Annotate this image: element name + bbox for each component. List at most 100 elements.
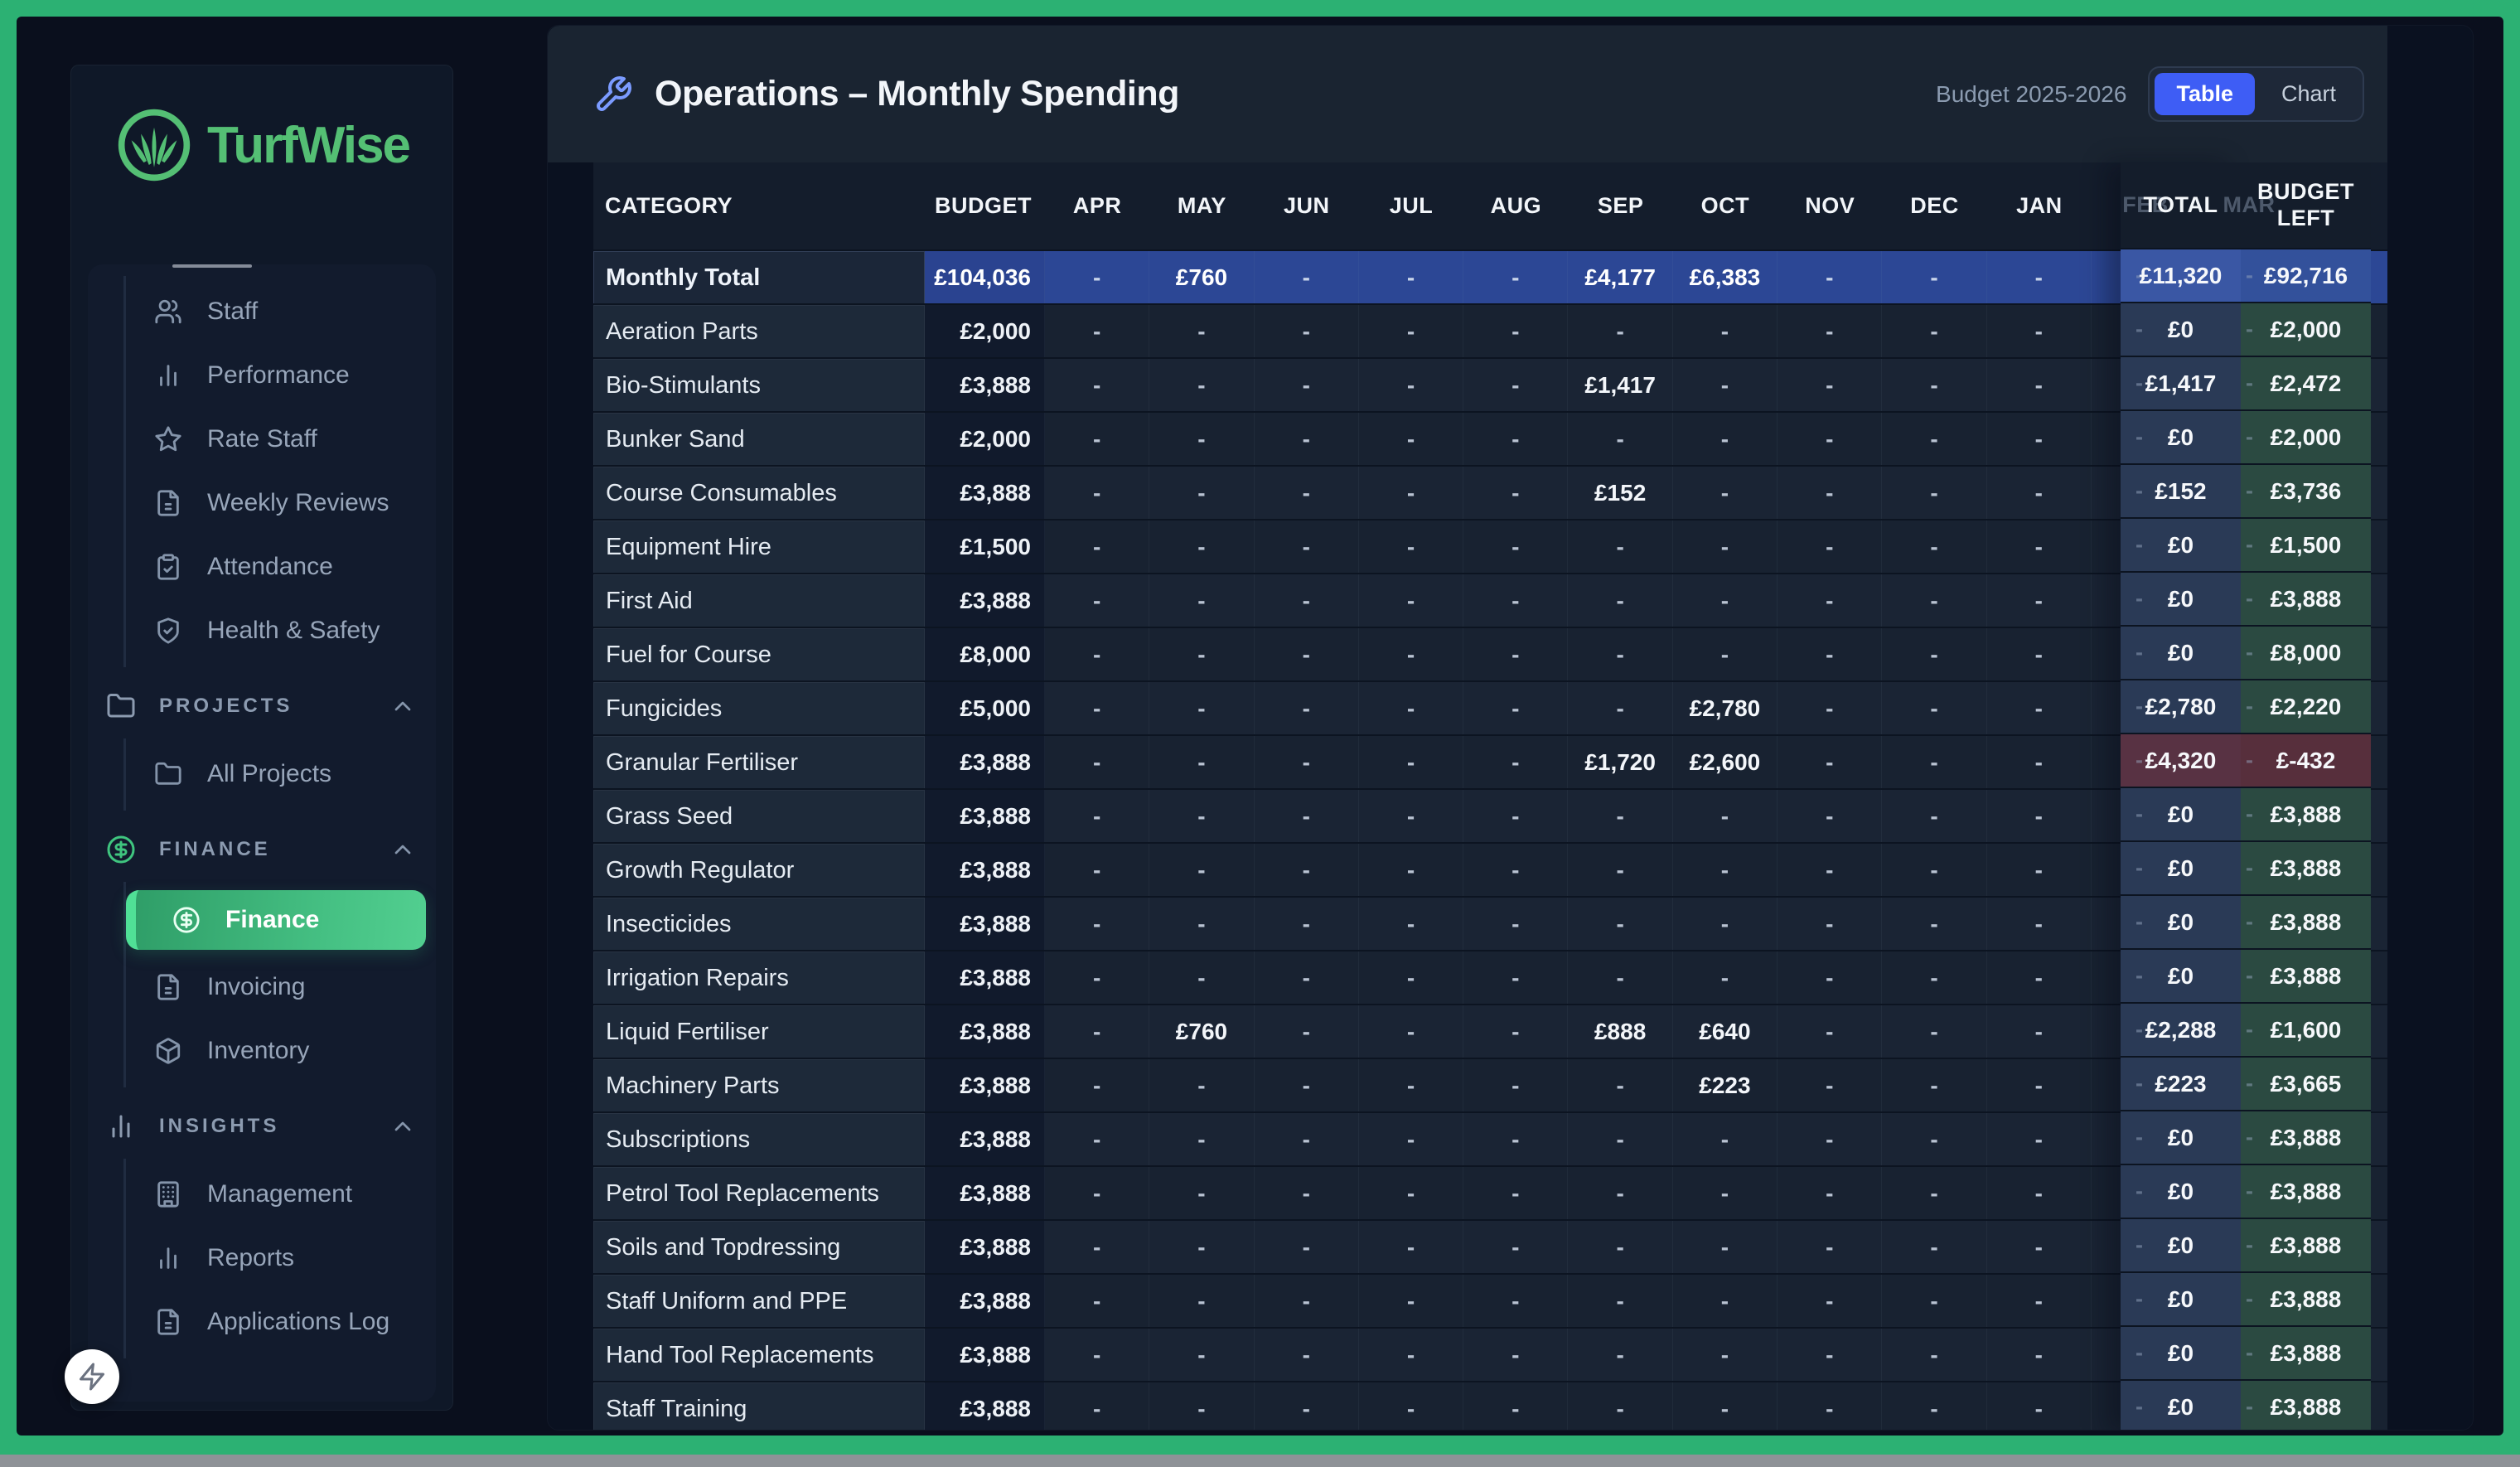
- sidebar-item-management[interactable]: Management: [126, 1162, 436, 1226]
- month-cell: -: [1045, 1382, 1150, 1430]
- sidebar-item-label: Inventory: [207, 1036, 310, 1064]
- budget-left-cell: - £3,888: [2241, 1381, 2371, 1430]
- total-cell: - £0: [2121, 573, 2241, 627]
- ghost-dash: -: [2246, 424, 2253, 449]
- month-cell: -: [1149, 1167, 1255, 1219]
- sidebar-item-all-projects[interactable]: All Projects: [126, 742, 436, 806]
- month-cell: -: [1778, 1059, 1883, 1111]
- month-cell: -: [1778, 844, 1883, 896]
- main-panel: Operations – Monthly Spending Budget 202…: [547, 25, 2474, 1431]
- sidebar-item-finance[interactable]: Finance: [126, 890, 426, 950]
- ghost-dash: -: [2246, 1394, 2253, 1419]
- table-row: Irrigation Repairs£3,888------------: [593, 951, 2387, 1005]
- month-cell: -: [1045, 1113, 1150, 1165]
- sidebar-item-rate-staff[interactable]: Rate Staff: [126, 407, 436, 471]
- ghost-dash: -: [2135, 586, 2143, 611]
- month-cell: -: [1568, 1329, 1673, 1381]
- sidebar-nav: Staff Performance Rate Staff Weekly Reviews…: [88, 264, 436, 1402]
- table-row: Bio-Stimulants£3,888-----£1,417------: [593, 359, 2387, 413]
- month-cell: -: [1672, 1167, 1778, 1219]
- sidebar-item-performance[interactable]: Performance: [126, 343, 436, 407]
- budget-cell: £5,000: [925, 682, 1045, 734]
- toggle-chart-button[interactable]: Chart: [2281, 81, 2336, 106]
- toggle-table-button[interactable]: Table: [2155, 73, 2255, 115]
- column-header-oct: OCT: [1700, 193, 1750, 218]
- sidebar-item-reports[interactable]: Reports: [126, 1226, 436, 1290]
- month-cell: -: [1882, 736, 1987, 788]
- sidebar-item-staff[interactable]: Staff: [126, 279, 436, 343]
- month-cell: -: [1986, 951, 2092, 1004]
- sidebar-item-applications-log[interactable]: Applications Log: [126, 1290, 436, 1353]
- budget-cell: £3,888: [925, 844, 1045, 896]
- total-column-overlay: FEB TOTAL - £11,320- £0- £1,417- £0- £152- £0- £0…: [2121, 162, 2241, 1430]
- category-cell: Petrol Tool Replacements: [593, 1167, 925, 1219]
- total-cell: - £0: [2121, 1165, 2241, 1219]
- month-cell: -: [1358, 1005, 1464, 1058]
- section-header-finance[interactable]: FINANCE: [106, 824, 416, 875]
- sidebar-item-attendance[interactable]: Attendance: [126, 535, 436, 598]
- month-cell: -: [1463, 1382, 1569, 1430]
- month-cell: -: [1568, 1167, 1673, 1219]
- ghost-dash: -: [2135, 694, 2143, 719]
- month-cell: -: [1882, 682, 1987, 734]
- category-cell: Bio-Stimulants: [593, 359, 925, 411]
- budget-cell: £3,888: [925, 736, 1045, 788]
- budget-left-cell: - £3,888: [2241, 1219, 2371, 1273]
- month-cell: -: [1986, 1005, 2092, 1058]
- month-cell: -: [1358, 844, 1464, 896]
- month-cell: -: [1358, 1382, 1464, 1430]
- category-cell: Growth Regulator: [593, 844, 925, 896]
- month-cell: -: [1882, 1221, 1987, 1273]
- month-cell: -: [1986, 1221, 2092, 1273]
- column-header-jun: JUN: [1283, 193, 1330, 218]
- table-row: Fungicides£5,000------£2,780-----: [593, 682, 2387, 736]
- total-cell: - £0: [2121, 896, 2241, 950]
- lightning-icon: [80, 1363, 104, 1391]
- ghost-month-header: MAR: [2223, 191, 2276, 217]
- budget-left-cell: - £2,472: [2241, 357, 2371, 411]
- sidebar-item-inventory[interactable]: Inventory: [126, 1019, 436, 1082]
- month-cell: -: [1672, 467, 1778, 519]
- column-header-sep: SEP: [1597, 193, 1644, 218]
- month-cell: -: [1882, 898, 1987, 950]
- sidebar-item-health-safety[interactable]: Health & Safety: [126, 598, 436, 662]
- month-cell: -: [1045, 736, 1150, 788]
- month-cell: -: [1358, 251, 1464, 303]
- budget-cell: £3,888: [925, 1059, 1045, 1111]
- ghost-dash: -: [2135, 963, 2143, 988]
- app-background: TurfWise Staff Performance Rate Staff Weekl…: [17, 17, 2503, 1436]
- month-cell: -: [1778, 1221, 1883, 1273]
- month-cell: -: [1778, 1167, 1883, 1219]
- month-cell: -: [1463, 951, 1569, 1004]
- ghost-dash: -: [2246, 586, 2253, 611]
- month-cell: -: [1882, 574, 1987, 627]
- quick-action-button[interactable]: [65, 1349, 119, 1404]
- section-header-projects[interactable]: PROJECTS: [106, 680, 416, 732]
- category-cell: Irrigation Repairs: [593, 951, 925, 1004]
- month-cell: -: [1045, 1275, 1150, 1327]
- total-cell: - £0: [2121, 303, 2241, 357]
- table-row: Monthly Total £104,036- £760- - - £4,177 £6,38…: [593, 251, 2387, 305]
- month-cell: -: [1149, 1113, 1255, 1165]
- sidebar-item-invoicing[interactable]: Invoicing: [126, 955, 436, 1019]
- ghost-dash: -: [2246, 317, 2253, 341]
- month-cell: -: [1986, 1113, 2092, 1165]
- total-cell: - £2,780: [2121, 680, 2241, 734]
- budget-cell: £3,888: [925, 1221, 1045, 1273]
- section-header-insights[interactable]: INSIGHTS: [106, 1101, 416, 1152]
- sidebar-item-weekly-reviews[interactable]: Weekly Reviews: [126, 471, 436, 535]
- budget-left-cell: - £2,000: [2241, 303, 2371, 357]
- ghost-dash: -: [2135, 532, 2143, 557]
- sidebar-item-label: All Projects: [207, 759, 332, 787]
- table-row: Machinery Parts£3,888------£223-----: [593, 1059, 2387, 1113]
- budget-cell: £2,000: [925, 413, 1045, 465]
- month-cell: -: [1463, 1113, 1569, 1165]
- month-cell: -: [1358, 790, 1464, 842]
- table-row: Hand Tool Replacements£3,888------------: [593, 1329, 2387, 1382]
- total-cell: - £11,320: [2121, 249, 2241, 303]
- section-label: INSIGHTS: [159, 1115, 280, 1137]
- column-header-dec: DEC: [1910, 193, 1959, 218]
- month-cell: -: [1568, 844, 1673, 896]
- month-cell: -: [1568, 1221, 1673, 1273]
- month-cell: -: [1254, 520, 1359, 573]
